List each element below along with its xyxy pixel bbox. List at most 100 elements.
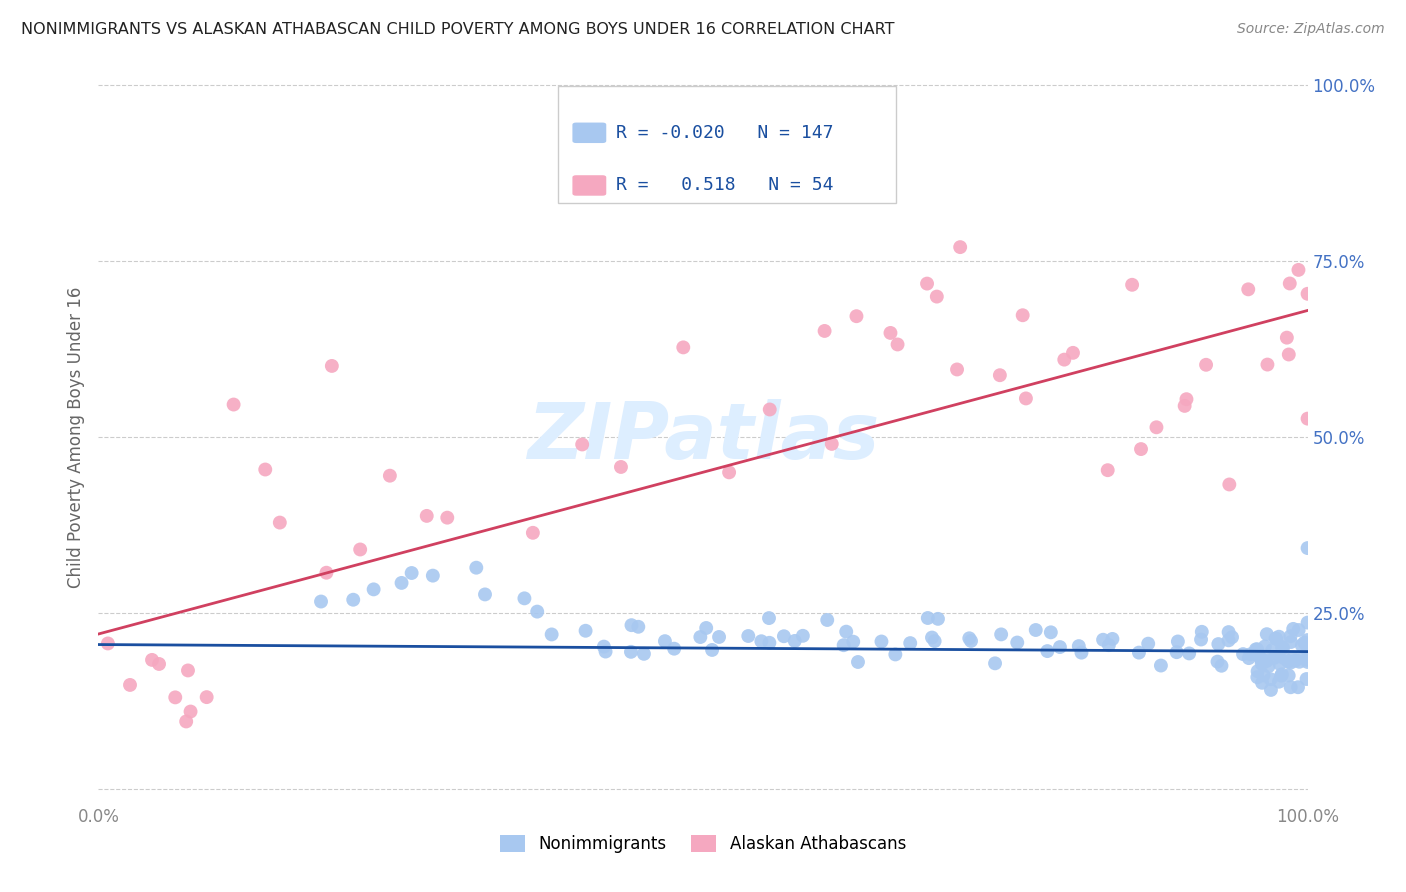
Point bbox=[1251, 675, 1274, 690]
Point bbox=[1218, 633, 1240, 648]
Point bbox=[363, 582, 385, 597]
Point bbox=[1146, 420, 1168, 434]
Point bbox=[700, 643, 723, 657]
Text: ZIPatlas: ZIPatlas bbox=[527, 399, 879, 475]
Point bbox=[1256, 627, 1278, 641]
Point bbox=[1121, 277, 1143, 292]
Point bbox=[1015, 392, 1038, 406]
Point bbox=[1175, 392, 1198, 407]
Point bbox=[984, 657, 1007, 671]
Point bbox=[898, 636, 921, 650]
Point bbox=[148, 657, 170, 671]
Point bbox=[1296, 541, 1319, 555]
Point bbox=[1296, 411, 1319, 425]
Point bbox=[654, 634, 676, 648]
Point bbox=[620, 645, 643, 659]
Point bbox=[1267, 648, 1289, 663]
Y-axis label: Child Poverty Among Boys Under 16: Child Poverty Among Boys Under 16 bbox=[66, 286, 84, 588]
Point bbox=[1257, 659, 1279, 673]
Point bbox=[664, 641, 686, 656]
Point bbox=[1284, 654, 1306, 668]
Point bbox=[1250, 657, 1272, 671]
Point bbox=[1128, 646, 1150, 660]
Point bbox=[1270, 668, 1292, 682]
Point bbox=[633, 647, 655, 661]
Point bbox=[813, 324, 835, 338]
Point bbox=[1296, 637, 1319, 651]
Point bbox=[917, 611, 939, 625]
Point bbox=[1271, 640, 1294, 655]
Point bbox=[627, 620, 650, 634]
Point bbox=[180, 705, 202, 719]
Point bbox=[1272, 651, 1295, 665]
Point bbox=[1271, 667, 1294, 681]
Point bbox=[1053, 352, 1076, 367]
Point bbox=[1218, 625, 1240, 640]
Point bbox=[1264, 632, 1286, 646]
Point bbox=[540, 627, 562, 641]
Point bbox=[758, 636, 780, 650]
Point bbox=[1279, 680, 1302, 694]
Point bbox=[1291, 638, 1313, 652]
Point bbox=[321, 359, 343, 373]
Point bbox=[957, 632, 980, 646]
Point bbox=[1286, 680, 1309, 694]
Point bbox=[1062, 346, 1084, 360]
Point bbox=[1294, 649, 1316, 664]
Point bbox=[925, 289, 948, 303]
Point bbox=[1049, 640, 1071, 654]
Point bbox=[749, 634, 772, 648]
Point bbox=[815, 613, 838, 627]
Point bbox=[1282, 650, 1305, 665]
Point bbox=[309, 594, 332, 608]
Point bbox=[988, 368, 1011, 383]
Point bbox=[846, 655, 869, 669]
FancyBboxPatch shape bbox=[558, 86, 897, 203]
Point bbox=[792, 629, 814, 643]
Point bbox=[1277, 655, 1299, 669]
Point bbox=[1195, 358, 1218, 372]
Point bbox=[1260, 672, 1282, 686]
Point bbox=[1268, 674, 1291, 689]
Point bbox=[1278, 277, 1301, 291]
Point bbox=[474, 587, 496, 601]
Text: R =   0.518   N = 54: R = 0.518 N = 54 bbox=[616, 177, 834, 194]
Point bbox=[269, 516, 291, 530]
Point bbox=[1191, 624, 1213, 639]
Point bbox=[1011, 308, 1033, 322]
Point bbox=[1097, 463, 1119, 477]
Point bbox=[1137, 637, 1160, 651]
Point bbox=[1256, 358, 1278, 372]
Point bbox=[595, 644, 617, 658]
Point bbox=[1260, 682, 1282, 697]
Point bbox=[118, 678, 141, 692]
Text: R = -0.020   N = 147: R = -0.020 N = 147 bbox=[616, 124, 834, 142]
Point bbox=[1279, 656, 1302, 670]
Point bbox=[707, 630, 730, 644]
Point bbox=[1067, 639, 1090, 653]
Point bbox=[758, 611, 780, 625]
Point bbox=[1272, 640, 1295, 655]
Point bbox=[1101, 632, 1123, 646]
Text: Source: ZipAtlas.com: Source: ZipAtlas.com bbox=[1237, 22, 1385, 37]
Point bbox=[1294, 635, 1316, 649]
Point bbox=[1007, 635, 1029, 649]
Point bbox=[1288, 263, 1310, 277]
Point bbox=[832, 638, 855, 652]
Point bbox=[737, 629, 759, 643]
Point bbox=[1250, 651, 1272, 665]
Point bbox=[1256, 654, 1278, 668]
Point bbox=[1246, 670, 1268, 684]
Point bbox=[1261, 643, 1284, 657]
Point bbox=[378, 468, 401, 483]
Point bbox=[1265, 632, 1288, 646]
Point bbox=[1092, 632, 1115, 647]
Point bbox=[695, 621, 717, 635]
Point bbox=[1036, 644, 1059, 658]
Text: NONIMMIGRANTS VS ALASKAN ATHABASCAN CHILD POVERTY AMONG BOYS UNDER 16 CORRELATIO: NONIMMIGRANTS VS ALASKAN ATHABASCAN CHIL… bbox=[21, 22, 894, 37]
Point bbox=[315, 566, 337, 580]
Point bbox=[773, 629, 796, 643]
Point bbox=[1296, 286, 1319, 301]
Point bbox=[886, 337, 908, 351]
Point bbox=[165, 690, 187, 705]
